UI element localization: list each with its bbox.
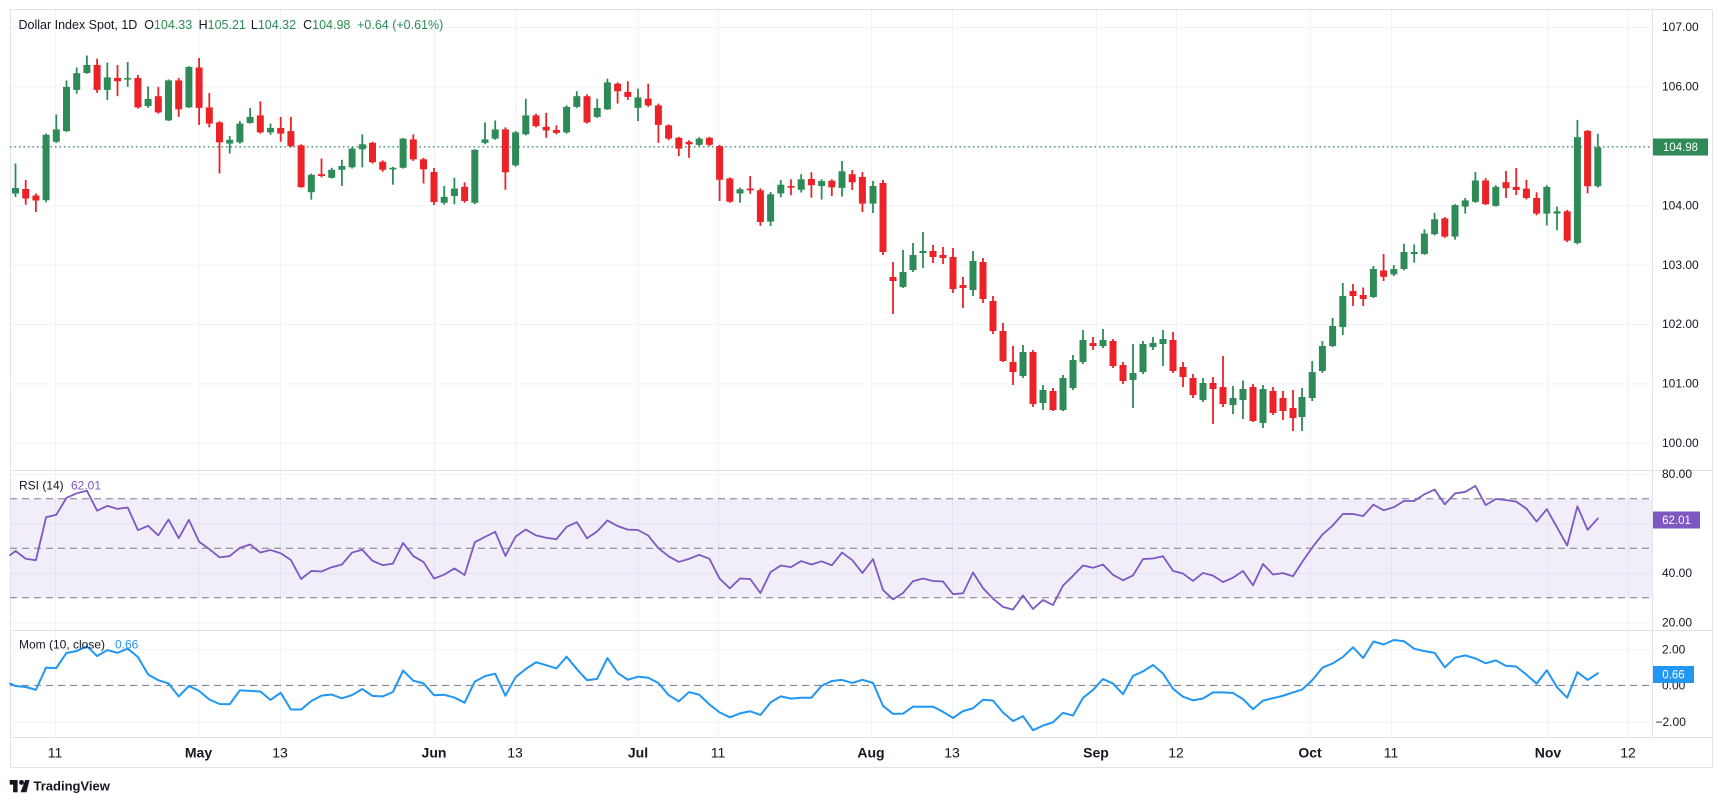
svg-text:Dollar Index Spot, 1D: Dollar Index Spot, 1D — [19, 18, 138, 32]
svg-text:13: 13 — [944, 745, 960, 761]
svg-text:40.00: 40.00 — [1662, 566, 1692, 580]
svg-text:11: 11 — [48, 745, 63, 761]
svg-text:RSI (14) 62.01: RSI (14) 62.01 — [19, 479, 101, 493]
svg-text:102.00: 102.00 — [1662, 317, 1699, 331]
svg-text:101.00: 101.00 — [1662, 377, 1699, 391]
svg-text:62.01: 62.01 — [1662, 515, 1691, 527]
svg-text:Mom (10, close) 0.66: Mom (10, close) 0.66 — [19, 638, 139, 652]
svg-text:100.00: 100.00 — [1662, 436, 1699, 450]
svg-text:13: 13 — [507, 745, 523, 761]
svg-text:104.98: 104.98 — [1663, 142, 1698, 154]
svg-text:104.00: 104.00 — [1662, 198, 1699, 212]
svg-text:0.66: 0.66 — [1662, 670, 1684, 682]
svg-text:12: 12 — [1620, 745, 1636, 761]
svg-text:Jun: Jun — [422, 745, 447, 761]
svg-text:80.00: 80.00 — [1662, 467, 1692, 481]
svg-text:C104.98: C104.98 — [303, 18, 350, 32]
svg-text:11: 11 — [1384, 745, 1399, 761]
svg-text:H105.21: H105.21 — [199, 18, 246, 32]
svg-text:O104.33: O104.33 — [144, 18, 192, 32]
svg-text:+0.64 (+0.61%): +0.64 (+0.61%) — [357, 18, 443, 32]
svg-text:May: May — [185, 745, 212, 761]
svg-text:11: 11 — [711, 745, 726, 761]
svg-text:Aug: Aug — [857, 745, 884, 761]
svg-text:13: 13 — [272, 745, 288, 761]
svg-text:103.00: 103.00 — [1662, 258, 1699, 272]
svg-text:106.00: 106.00 — [1662, 80, 1699, 94]
svg-text:107.00: 107.00 — [1662, 20, 1699, 34]
svg-text:L104.32: L104.32 — [251, 18, 296, 32]
svg-text:TradingView: TradingView — [34, 779, 111, 794]
svg-text:Oct: Oct — [1298, 745, 1322, 761]
svg-text:−2.00: −2.00 — [1656, 715, 1687, 729]
svg-text:2.00: 2.00 — [1662, 642, 1686, 656]
svg-text:Nov: Nov — [1535, 745, 1562, 761]
svg-text:20.00: 20.00 — [1662, 616, 1692, 630]
svg-text:Sep: Sep — [1083, 745, 1109, 761]
svg-text:Jul: Jul — [628, 745, 648, 761]
svg-text:12: 12 — [1168, 745, 1184, 761]
